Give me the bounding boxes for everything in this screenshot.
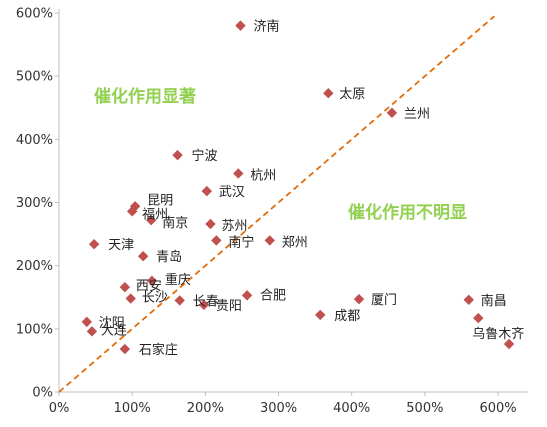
data-point-marker <box>88 238 100 250</box>
data-point-label: 青岛 <box>156 249 182 265</box>
x-tick-label: 300% <box>260 401 297 416</box>
data-point-label: 重庆 <box>165 272 191 288</box>
y-tick-label: 200% <box>16 259 53 274</box>
data-point-marker <box>473 312 484 324</box>
annotation-significant: 催化作用显著 <box>94 86 196 107</box>
data-point-label: 长春 <box>193 294 219 309</box>
data-point-marker <box>353 293 365 305</box>
data-point-label: 合肥 <box>260 288 286 303</box>
data-point-label: 石家庄 <box>139 342 178 358</box>
data-point-label: 太原 <box>339 87 365 102</box>
data-point-label: 福州 <box>142 207 168 222</box>
data-point-label: 成都 <box>334 309 360 324</box>
data-point-label: 厦门 <box>371 293 397 308</box>
y-tick-label: 500% <box>16 70 53 85</box>
data-point-label: 沈阳 <box>99 316 125 331</box>
data-point-label: 兰州 <box>404 107 430 122</box>
data-point-marker <box>198 299 210 311</box>
diagonal-reference-line <box>58 15 495 393</box>
data-point-marker <box>211 235 222 246</box>
data-point-marker <box>119 343 131 355</box>
data-point-marker <box>119 281 131 293</box>
y-tick-label: 600% <box>16 7 53 22</box>
y-tick-label: 400% <box>16 133 53 148</box>
data-points <box>81 20 515 355</box>
y-tick-label: 300% <box>16 196 53 211</box>
data-point-marker <box>205 218 216 230</box>
y-tick-label: 100% <box>16 322 53 337</box>
data-point-label: 南京 <box>162 215 188 231</box>
data-point-marker <box>86 326 98 337</box>
x-tick-label: 500% <box>406 401 443 416</box>
data-point-label: 宁波 <box>192 148 218 164</box>
data-point-marker <box>264 235 275 246</box>
data-point-label: 昆明 <box>147 193 173 208</box>
y-tick-label: 0% <box>32 386 53 401</box>
data-point-marker <box>323 88 334 99</box>
data-point-marker <box>126 206 138 217</box>
data-point-marker <box>81 316 93 328</box>
data-point-marker <box>201 185 213 197</box>
data-point-marker <box>174 295 185 306</box>
data-point-label: 郑州 <box>282 235 308 250</box>
x-tick-label: 200% <box>187 401 224 416</box>
data-point-label: 西安 <box>136 279 162 294</box>
data-point-marker <box>125 293 136 304</box>
data-point-marker <box>137 250 149 262</box>
data-point-label: 南昌 <box>481 293 507 309</box>
data-point-label: 贵阳 <box>216 299 242 314</box>
data-point-marker <box>172 149 183 161</box>
data-point-marker <box>241 290 253 301</box>
data-point-marker <box>146 275 158 287</box>
x-tick-label: 100% <box>114 401 151 416</box>
data-point-label: 济南 <box>253 19 279 35</box>
x-tick-label: 0% <box>49 401 70 416</box>
annotation-not-significant: 催化作用不明显 <box>348 202 467 223</box>
data-point-marker <box>463 294 474 305</box>
data-point-label: 苏州 <box>221 218 247 234</box>
data-point-marker <box>386 107 398 119</box>
data-point-label: 武汉 <box>219 185 245 200</box>
data-point-label: 大连 <box>101 322 127 338</box>
data-point-label: 乌鲁木齐 <box>472 326 524 342</box>
diagonal-line <box>58 15 495 393</box>
data-point-marker <box>146 214 157 226</box>
data-point-marker <box>315 309 326 321</box>
x-tick-label: 400% <box>333 401 370 416</box>
data-point-label: 天津 <box>108 238 134 253</box>
data-point-label: 南宁 <box>228 234 254 250</box>
data-point-marker <box>233 168 244 179</box>
data-point-marker <box>235 20 246 31</box>
axes: 0% 100% 200% 300% 400% 500% 600% 0% 100% 200% 300%… <box>16 7 528 416</box>
data-point-marker <box>503 338 515 350</box>
x-tick-label: 600% <box>479 401 516 416</box>
data-point-label: 杭州 <box>250 168 276 183</box>
data-point-label: 长沙 <box>142 291 168 306</box>
